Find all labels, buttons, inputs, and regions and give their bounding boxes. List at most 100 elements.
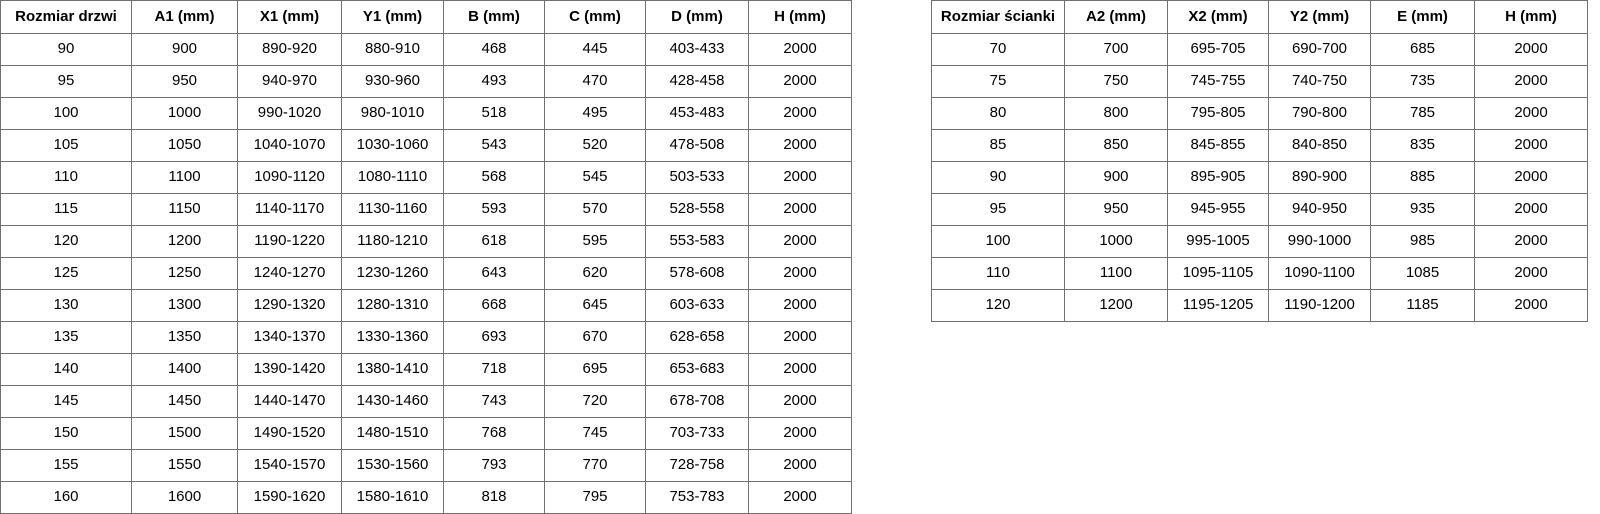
door-cell: 578-608 xyxy=(645,257,749,290)
wall-cell: 110 xyxy=(931,257,1065,290)
wall-cell: 1085 xyxy=(1370,257,1475,290)
table-row: 90 900 890-920 880-910 468 445 403-433 2000 xyxy=(0,33,852,66)
door-cell: 1430-1460 xyxy=(341,385,444,418)
door-cell: 753-783 xyxy=(645,481,749,514)
door-cell: 543 xyxy=(443,129,545,162)
wall-cell: 2000 xyxy=(1474,129,1588,162)
door-cell: 1290-1320 xyxy=(237,289,342,322)
door-column-header: Y1 (mm) xyxy=(341,0,444,34)
door-column-header: H (mm) xyxy=(748,0,852,34)
door-cell: 1030-1060 xyxy=(341,129,444,162)
table-row: 95 950 940-970 930-960 493 470 428-458 2000 xyxy=(0,65,852,98)
wall-cell: 1185 xyxy=(1370,289,1475,322)
door-cell: 528-558 xyxy=(645,193,749,226)
door-cell: 2000 xyxy=(748,289,852,322)
door-cell: 518 xyxy=(443,97,545,130)
door-cell: 100 xyxy=(0,97,132,130)
table-row: 145 1450 1440-1470 1430-1460 743 720 678-708 20… xyxy=(0,385,852,418)
door-cell: 1100 xyxy=(131,161,238,194)
wall-cell: 785 xyxy=(1370,97,1475,130)
door-cell: 2000 xyxy=(748,129,852,162)
door-cell: 670 xyxy=(544,321,646,354)
door-cell: 105 xyxy=(0,129,132,162)
table-row: 115 1150 1140-1170 1130-1160 593 570 528-558 20… xyxy=(0,193,852,226)
door-cell: 1090-1120 xyxy=(237,161,342,194)
table-row: 120 1200 1190-1220 1180-1210 618 595 553-583 20… xyxy=(0,225,852,258)
table-row: 120 1200 1195-1205 1190-1200 1185 2000 xyxy=(931,289,1588,322)
door-cell: 1300 xyxy=(131,289,238,322)
door-cell: 720 xyxy=(544,385,646,418)
wall-cell: 800 xyxy=(1064,97,1168,130)
door-cell: 2000 xyxy=(748,193,852,226)
door-cell: 678-708 xyxy=(645,385,749,418)
door-cell: 568 xyxy=(443,161,545,194)
table-header-row: Rozmiar ścianki A2 (mm) X2 (mm) Y2 (mm) E (m… xyxy=(931,0,1588,34)
door-cell: 1150 xyxy=(131,193,238,226)
door-cell: 718 xyxy=(443,353,545,386)
door-cell: 1500 xyxy=(131,417,238,450)
door-cell: 160 xyxy=(0,481,132,514)
wall-cell: 2000 xyxy=(1474,97,1588,130)
door-cell: 468 xyxy=(443,33,545,66)
door-cell: 150 xyxy=(0,417,132,450)
door-cell: 2000 xyxy=(748,161,852,194)
door-cell: 770 xyxy=(544,449,646,482)
wall-cell: 120 xyxy=(931,289,1065,322)
door-cell: 495 xyxy=(544,97,646,130)
door-cell: 768 xyxy=(443,417,545,450)
wall-panel-dimensions-table: Rozmiar ścianki A2 (mm) X2 (mm) Y2 (mm) E (m… xyxy=(931,0,1588,322)
wall-table-header: Rozmiar ścianki A2 (mm) X2 (mm) Y2 (mm) E (m… xyxy=(931,0,1588,34)
wall-cell: 1090-1100 xyxy=(1268,257,1371,290)
table-row: 80 800 795-805 790-800 785 2000 xyxy=(931,97,1588,130)
door-cell: 818 xyxy=(443,481,545,514)
wall-column-header: A2 (mm) xyxy=(1064,0,1168,34)
wall-cell: 835 xyxy=(1370,129,1475,162)
door-cell: 1130-1160 xyxy=(341,193,444,226)
table-row: 90 900 895-905 890-900 885 2000 xyxy=(931,161,1588,194)
wall-cell: 80 xyxy=(931,97,1065,130)
wall-cell: 795-805 xyxy=(1167,97,1269,130)
wall-cell: 735 xyxy=(1370,65,1475,98)
table-row: 135 1350 1340-1370 1330-1360 693 670 628-658 20… xyxy=(0,321,852,354)
door-cell: 1190-1220 xyxy=(237,225,342,258)
wall-cell: 1000 xyxy=(1064,225,1168,258)
wall-cell: 700 xyxy=(1064,33,1168,66)
door-cell: 2000 xyxy=(748,385,852,418)
wall-cell: 990-1000 xyxy=(1268,225,1371,258)
door-cell: 728-758 xyxy=(645,449,749,482)
door-cell: 1330-1360 xyxy=(341,321,444,354)
door-cell: 140 xyxy=(0,353,132,386)
door-cell: 135 xyxy=(0,321,132,354)
door-table-body: 90 900 890-920 880-910 468 445 403-433 2000 95 95… xyxy=(0,33,852,514)
door-cell: 2000 xyxy=(748,97,852,130)
wall-cell: 900 xyxy=(1064,161,1168,194)
wall-cell: 100 xyxy=(931,225,1065,258)
wall-cell: 690-700 xyxy=(1268,33,1371,66)
table-row: 70 700 695-705 690-700 685 2000 xyxy=(931,33,1588,66)
door-cell: 1400 xyxy=(131,353,238,386)
door-cell: 743 xyxy=(443,385,545,418)
door-cell: 145 xyxy=(0,385,132,418)
wall-cell: 2000 xyxy=(1474,33,1588,66)
door-cell: 95 xyxy=(0,65,132,98)
door-cell: 980-1010 xyxy=(341,97,444,130)
door-cell: 618 xyxy=(443,225,545,258)
door-cell: 110 xyxy=(0,161,132,194)
door-cell: 453-483 xyxy=(645,97,749,130)
door-cell: 890-920 xyxy=(237,33,342,66)
door-column-header: A1 (mm) xyxy=(131,0,238,34)
door-dimensions-table: Rozmiar drzwi A1 (mm) X1 (mm) Y1 (mm) B (mm)… xyxy=(0,0,852,514)
table-row: 95 950 945-955 940-950 935 2000 xyxy=(931,193,1588,226)
wall-cell: 2000 xyxy=(1474,257,1588,290)
door-column-header: D (mm) xyxy=(645,0,749,34)
door-cell: 1600 xyxy=(131,481,238,514)
door-cell: 900 xyxy=(131,33,238,66)
door-cell: 1350 xyxy=(131,321,238,354)
door-cell: 645 xyxy=(544,289,646,322)
door-cell: 1040-1070 xyxy=(237,129,342,162)
door-cell: 115 xyxy=(0,193,132,226)
wall-cell: 1190-1200 xyxy=(1268,289,1371,322)
door-cell: 880-910 xyxy=(341,33,444,66)
door-cell: 428-458 xyxy=(645,65,749,98)
